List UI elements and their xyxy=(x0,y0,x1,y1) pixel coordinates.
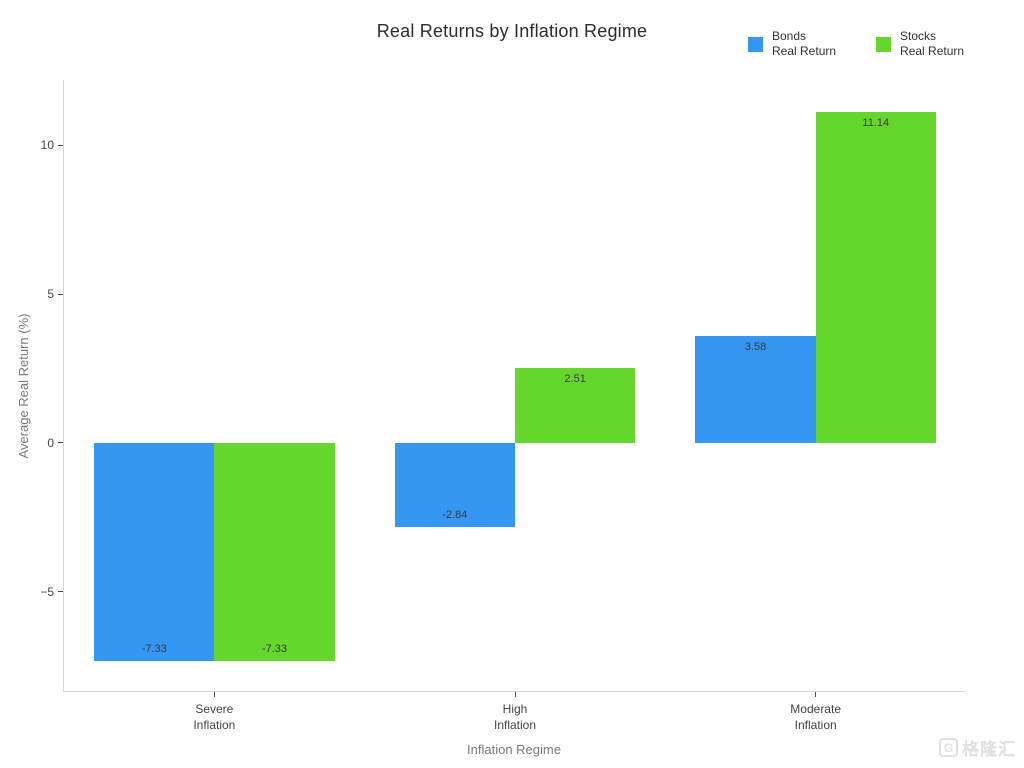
y-axis-title: Average Real Return (%) xyxy=(16,313,31,459)
y-tick xyxy=(58,293,63,295)
y-tick xyxy=(58,442,63,444)
plot-area: -7.33 -7.33 Severe Inflation -2.84 2.51 High … xyxy=(40,80,965,732)
x-tick xyxy=(213,692,215,697)
y-tick-label: 5 xyxy=(47,287,54,302)
y-tick-label: 0 xyxy=(47,435,54,450)
x-tick xyxy=(815,692,817,697)
bar-stocks-real-return-1 xyxy=(515,368,636,443)
bar-value-label: 11.14 xyxy=(862,116,890,129)
y-tick-label: 10 xyxy=(40,138,54,153)
x-tick-label: High Inflation xyxy=(493,702,537,732)
legend-label-bonds: Bonds Real Return xyxy=(772,29,837,58)
legend-item-stocks[interactable]: Stocks Real Return xyxy=(876,29,964,59)
bar-stocks-real-return-0 xyxy=(214,442,335,662)
gelonghui-logo-icon: G xyxy=(939,738,958,757)
bar-value-label: 2.51 xyxy=(564,373,586,386)
bar-bonds-real-return-0 xyxy=(94,442,215,662)
bar-value-label: 3.58 xyxy=(744,341,767,354)
legend-item-bonds[interactable]: Bonds Real Return xyxy=(748,29,836,59)
x-axis-title: Inflation Regime xyxy=(467,742,561,757)
bar-bonds-real-return-2 xyxy=(695,336,816,443)
bar-value-label: -2.84 xyxy=(442,509,468,522)
x-tick-label: Severe Inflation xyxy=(193,702,236,732)
bar-value-label: -7.33 xyxy=(141,643,167,656)
gelonghui-watermark-text: 格隆汇 xyxy=(962,740,1016,759)
bar-value-label: -7.33 xyxy=(261,643,287,656)
bar-stocks-real-return-2 xyxy=(815,111,936,443)
y-tick xyxy=(58,591,63,593)
x-tick xyxy=(514,692,516,697)
y-tick xyxy=(58,144,63,146)
legend-label-stocks: Stocks Real Return xyxy=(900,29,965,58)
gelonghui-watermark: G 格隆汇 xyxy=(939,735,1016,760)
x-tick-label: Moderate Inflation xyxy=(790,702,841,732)
legend-swatch-stocks-icon xyxy=(876,36,892,52)
y-tick-label: −5 xyxy=(40,584,54,599)
bar-bonds-real-return-1 xyxy=(394,442,515,528)
chart-title: Real Returns by Inflation Regime xyxy=(376,21,648,41)
legend-swatch-bonds-icon xyxy=(748,36,763,52)
legend: Bonds Real Return Stocks Real Return xyxy=(748,29,964,59)
